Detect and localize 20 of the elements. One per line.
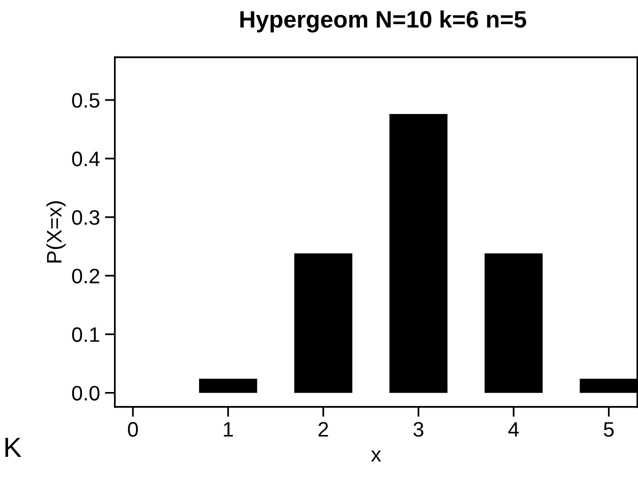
bar (484, 253, 543, 393)
y-tick-label: 0.4 (72, 152, 100, 166)
bar (294, 253, 352, 393)
y-axis-title: P(X=x) (46, 201, 66, 262)
x-tick-label: 4 (508, 422, 519, 437)
y-tick-label: 0.3 (72, 210, 100, 225)
x-tick-label: 1 (224, 422, 233, 437)
y-tick-label: 0.0 (72, 386, 100, 401)
bar (199, 378, 258, 393)
y-tick-label: 0.2 (72, 268, 100, 284)
x-tick-label: 3 (413, 422, 424, 437)
y-tick-label: 0.5 (72, 92, 100, 108)
x-axis-title: x (371, 450, 382, 462)
x-tick-label: 0 (128, 422, 138, 437)
x-tick-label: 2 (318, 422, 328, 437)
text: K (5, 438, 22, 457)
chart-title: Hypergeom N=10 k=6 n=5 (240, 10, 526, 33)
y-tick-label: 0.1 (72, 327, 100, 342)
bar (389, 114, 448, 393)
x-tick-label: 5 (604, 422, 614, 437)
